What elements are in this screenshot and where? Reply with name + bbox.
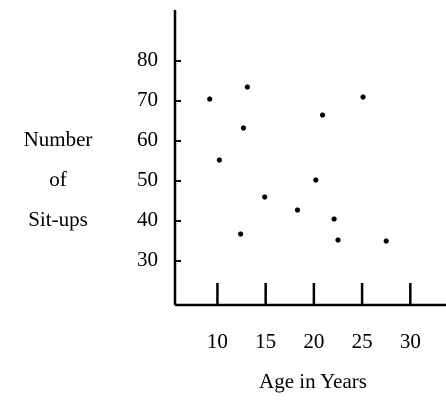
point [360, 94, 366, 100]
y-axis-label: of [49, 167, 67, 191]
x-tick-label: 10 [207, 329, 228, 353]
y-tick-label: 80 [137, 47, 158, 71]
y-tick-label: 60 [137, 127, 158, 151]
y-axis-label: Sit-ups [28, 207, 88, 231]
point [216, 157, 222, 163]
point [207, 96, 213, 102]
y-tick-label: 50 [137, 167, 158, 191]
point [319, 112, 326, 118]
point [383, 238, 389, 244]
x-axis-label: Age in Years [259, 369, 367, 393]
point [244, 84, 250, 90]
x-tick-label: 30 [400, 329, 421, 353]
x-tick-label: 25 [352, 329, 373, 353]
point [331, 216, 337, 222]
y-tick-label: 30 [137, 247, 158, 271]
y-tick-label: 40 [137, 207, 158, 231]
point [294, 207, 301, 213]
point [237, 231, 244, 237]
point [335, 237, 341, 243]
point [313, 177, 319, 183]
y-tick-label: 70 [137, 87, 158, 111]
point [240, 125, 247, 131]
x-tick-label: 15 [255, 329, 276, 353]
point [262, 194, 268, 200]
x-tick-label: 20 [303, 329, 324, 353]
y-axis-label: Number [24, 127, 93, 151]
